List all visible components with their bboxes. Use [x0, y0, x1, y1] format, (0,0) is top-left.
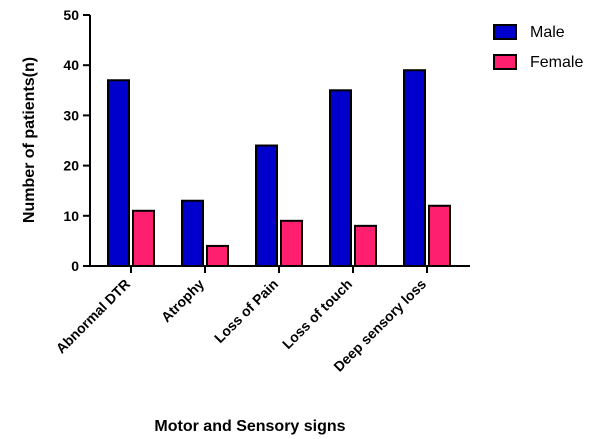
- y-axis: 0 10 20 30 40 50: [63, 7, 91, 274]
- x-tick-label: Atrophy: [158, 276, 207, 325]
- bar-male: [329, 89, 352, 267]
- y-axis-title: Number of patients(n): [21, 57, 38, 223]
- legend-label-male: Male: [530, 24, 565, 41]
- bar-male: [107, 79, 130, 268]
- bar-male: [403, 69, 426, 267]
- y-tick-label: 0: [71, 258, 79, 274]
- y-tick-label: 10: [63, 208, 79, 224]
- y-tick-label: 40: [63, 57, 79, 73]
- bar-female: [206, 244, 229, 267]
- bar-female: [354, 224, 377, 267]
- legend-label-female: Female: [530, 54, 583, 71]
- x-tick-label: Abnormal DTR: [53, 276, 134, 357]
- bar-female: [428, 204, 451, 267]
- bar-male: [181, 199, 204, 268]
- y-tick-label: 30: [63, 107, 79, 123]
- legend-swatch-male: [493, 24, 517, 40]
- x-tick-label: Loss of Pain: [211, 276, 281, 346]
- y-tick-label: 50: [63, 7, 79, 23]
- y-tick-label: 20: [63, 158, 79, 174]
- legend: Male Female: [493, 24, 583, 71]
- bar-female: [280, 219, 303, 268]
- bars-layer: [107, 69, 451, 268]
- legend-swatch-female: [493, 54, 517, 70]
- x-tick-label: Loss of touch: [279, 276, 355, 352]
- x-axis-title: Motor and Sensory signs: [154, 418, 345, 435]
- bar-female: [132, 209, 155, 267]
- bar-male: [255, 144, 278, 268]
